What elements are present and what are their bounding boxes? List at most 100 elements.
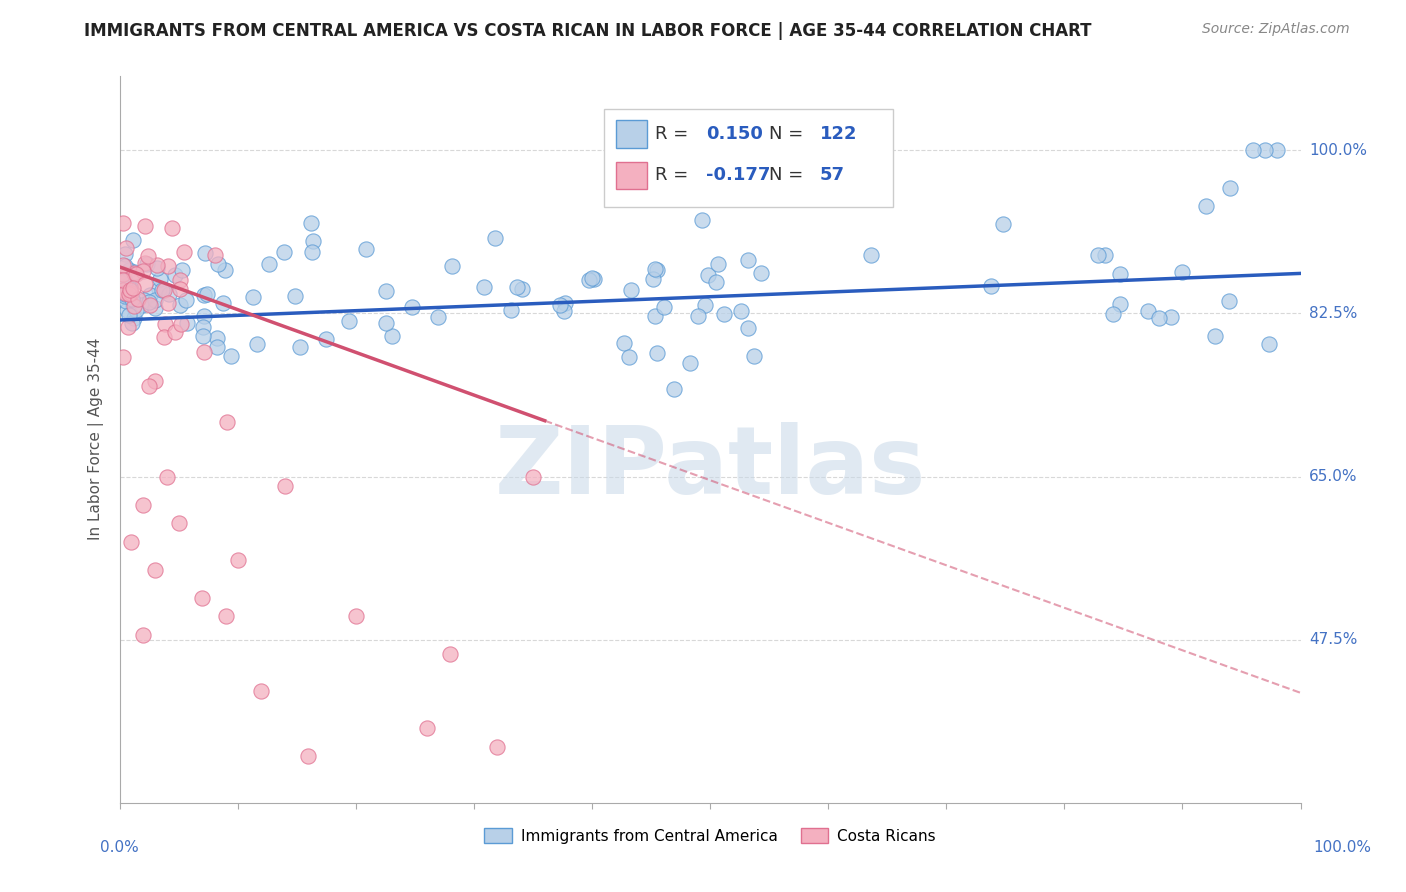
Point [145,259,167,273]
Point [679,356,702,370]
Point [859,248,882,262]
Point [121,292,143,306]
Point [1102,308,1125,322]
Point [193,344,215,359]
Point [713,307,735,321]
Point [121,299,143,313]
Point [112,273,135,287]
Point [644,261,666,276]
Point [117,319,139,334]
Point [1265,144,1288,158]
Point [315,332,337,346]
Point [149,272,172,286]
Point [169,298,191,312]
Text: N =: N = [769,167,808,185]
Point [737,252,759,267]
Point [157,286,180,301]
Point [176,316,198,330]
Point [118,308,141,322]
Text: 65.0%: 65.0% [1309,469,1357,484]
Point [242,290,264,304]
Point [991,217,1014,231]
Point [583,272,606,286]
Text: ZIPatlas: ZIPatlas [495,423,925,515]
Point [114,247,136,261]
Point [737,321,759,335]
Point [118,280,141,294]
Point [121,281,143,295]
Text: 100.0%: 100.0% [1313,840,1372,855]
Point [138,294,160,309]
Point [1108,297,1130,311]
Point [246,337,269,351]
FancyBboxPatch shape [616,120,647,148]
Point [273,244,295,259]
Point [217,415,239,429]
Point [191,320,214,334]
Text: R =: R = [655,125,693,143]
Point [143,293,166,307]
Point [207,257,229,271]
Point [153,329,176,343]
Point [117,278,139,293]
Point [191,329,214,343]
Point [112,283,135,297]
Point [122,311,145,326]
Point [191,591,214,605]
Point [132,293,155,307]
Point [301,234,323,248]
FancyBboxPatch shape [603,109,893,207]
Point [652,301,675,315]
Point [1219,180,1241,194]
Point [143,375,166,389]
Point [122,266,145,280]
Point [1204,328,1226,343]
Text: 100.0%: 100.0% [1309,143,1367,158]
Point [375,284,398,298]
Point [581,270,603,285]
Point [153,317,176,331]
Text: IMMIGRANTS FROM CENTRAL AMERICA VS COSTA RICAN IN LABOR FORCE | AGE 35-44 CORREL: IMMIGRANTS FROM CENTRAL AMERICA VS COSTA… [84,22,1092,40]
Point [193,309,215,323]
Point [125,302,148,317]
Point [554,296,576,310]
Point [136,249,159,263]
Point [115,303,138,318]
Point [114,285,136,300]
Point [112,258,135,272]
Point [1108,267,1130,281]
Point [299,216,322,230]
Point [156,296,179,310]
Point [250,684,273,698]
Point [115,293,138,308]
Point [127,292,149,306]
Point [484,231,506,245]
Point [1254,144,1277,158]
Point [195,286,218,301]
Point [112,350,135,364]
Point [124,299,146,313]
Point [662,382,685,396]
Point [114,241,136,255]
Point [134,256,156,270]
Point [132,628,155,642]
Point [120,286,142,301]
Point [548,298,571,312]
Text: 57: 57 [820,167,845,185]
Point [169,283,191,297]
Point [301,244,323,259]
Point [118,283,141,297]
Point [157,259,180,273]
Point [160,221,183,235]
Point [193,288,215,302]
Point [115,284,138,298]
Point [214,262,236,277]
Point [553,303,575,318]
Point [401,300,423,314]
Point [613,336,636,351]
Text: -0.177: -0.177 [706,167,770,185]
Point [439,647,461,661]
Y-axis label: In Labor Force | Age 35-44: In Labor Force | Age 35-44 [87,338,104,541]
Point [259,257,281,271]
Point [697,268,720,283]
